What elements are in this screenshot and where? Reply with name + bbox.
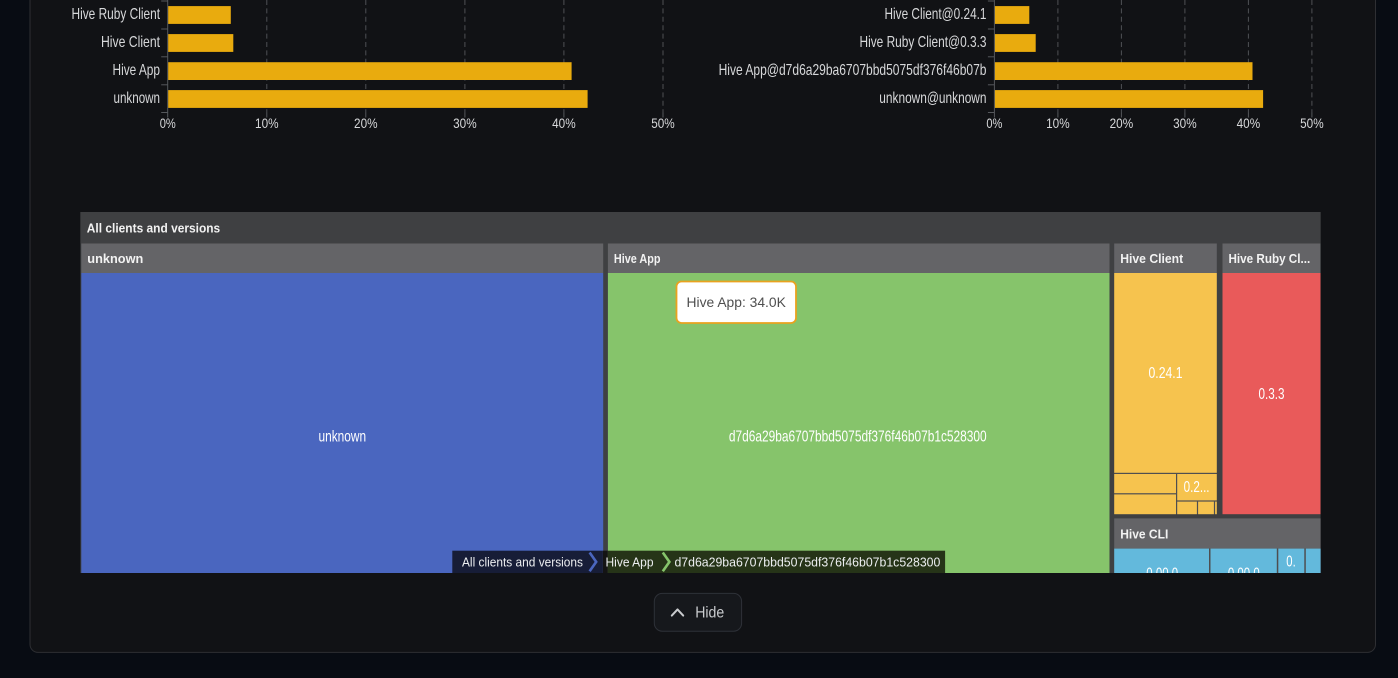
svg-text:0.2...: 0.2... (1184, 479, 1210, 496)
svg-text:0.: 0. (1286, 554, 1295, 571)
svg-text:Hive App: Hive App (614, 251, 661, 266)
svg-text:10%: 10% (255, 116, 279, 131)
svg-text:20%: 20% (1110, 116, 1134, 131)
svg-text:Hive App@d7d6a29ba6707bbd5075d: Hive App@d7d6a29ba6707bbd5075df376f46b07… (719, 62, 987, 79)
svg-text:Hide: Hide (695, 605, 724, 622)
svg-text:All clients and versions: All clients and versions (462, 555, 583, 569)
svg-text:50%: 50% (1300, 116, 1324, 131)
svg-text:unknown: unknown (114, 90, 161, 107)
svg-text:Hive Client@0.24.1: Hive Client@0.24.1 (885, 6, 987, 23)
svg-text:d7d6a29ba6707bbd5075df376f46b0: d7d6a29ba6707bbd5075df376f46b07b1c528300 (674, 555, 940, 569)
svg-text:Hive App: Hive App (113, 62, 161, 79)
svg-text:Hive App: 34.0K: Hive App: 34.0K (687, 295, 787, 310)
svg-text:All clients and versions: All clients and versions (87, 220, 220, 235)
svg-text:40%: 40% (552, 116, 576, 131)
svg-text:d7d6a29ba6707bbd5075df376f46b0: d7d6a29ba6707bbd5075df376f46b07b1c528300 (729, 429, 987, 446)
svg-text:Hive Client: Hive Client (101, 34, 160, 51)
svg-text:unknown@unknown: unknown@unknown (879, 90, 986, 107)
svg-text:Hive Ruby Client: Hive Ruby Client (72, 6, 161, 23)
svg-text:0%: 0% (160, 116, 176, 131)
svg-text:Hive App: Hive App (606, 555, 654, 569)
svg-text:Hive Client: Hive Client (1120, 251, 1184, 266)
svg-text:Hive Ruby Cl...: Hive Ruby Cl... (1229, 251, 1311, 266)
svg-text:unknown: unknown (319, 429, 367, 446)
svg-text:0.00.0: 0.00.0 (1146, 566, 1178, 583)
svg-text:30%: 30% (453, 116, 477, 131)
svg-text:0.00.0: 0.00.0 (1228, 566, 1260, 583)
svg-text:50%: 50% (651, 116, 675, 131)
svg-text:0.24.1: 0.24.1 (1149, 365, 1183, 382)
svg-text:40%: 40% (1237, 116, 1261, 131)
svg-text:unknown: unknown (87, 251, 143, 266)
svg-text:30%: 30% (1173, 116, 1197, 131)
svg-text:Hive CLI: Hive CLI (1120, 526, 1168, 541)
svg-text:Hive Ruby Client@0.3.3: Hive Ruby Client@0.3.3 (860, 34, 987, 51)
svg-text:20%: 20% (354, 116, 378, 131)
svg-text:0%: 0% (986, 116, 1002, 131)
svg-text:10%: 10% (1046, 116, 1070, 131)
svg-text:0.3.3: 0.3.3 (1259, 386, 1285, 403)
